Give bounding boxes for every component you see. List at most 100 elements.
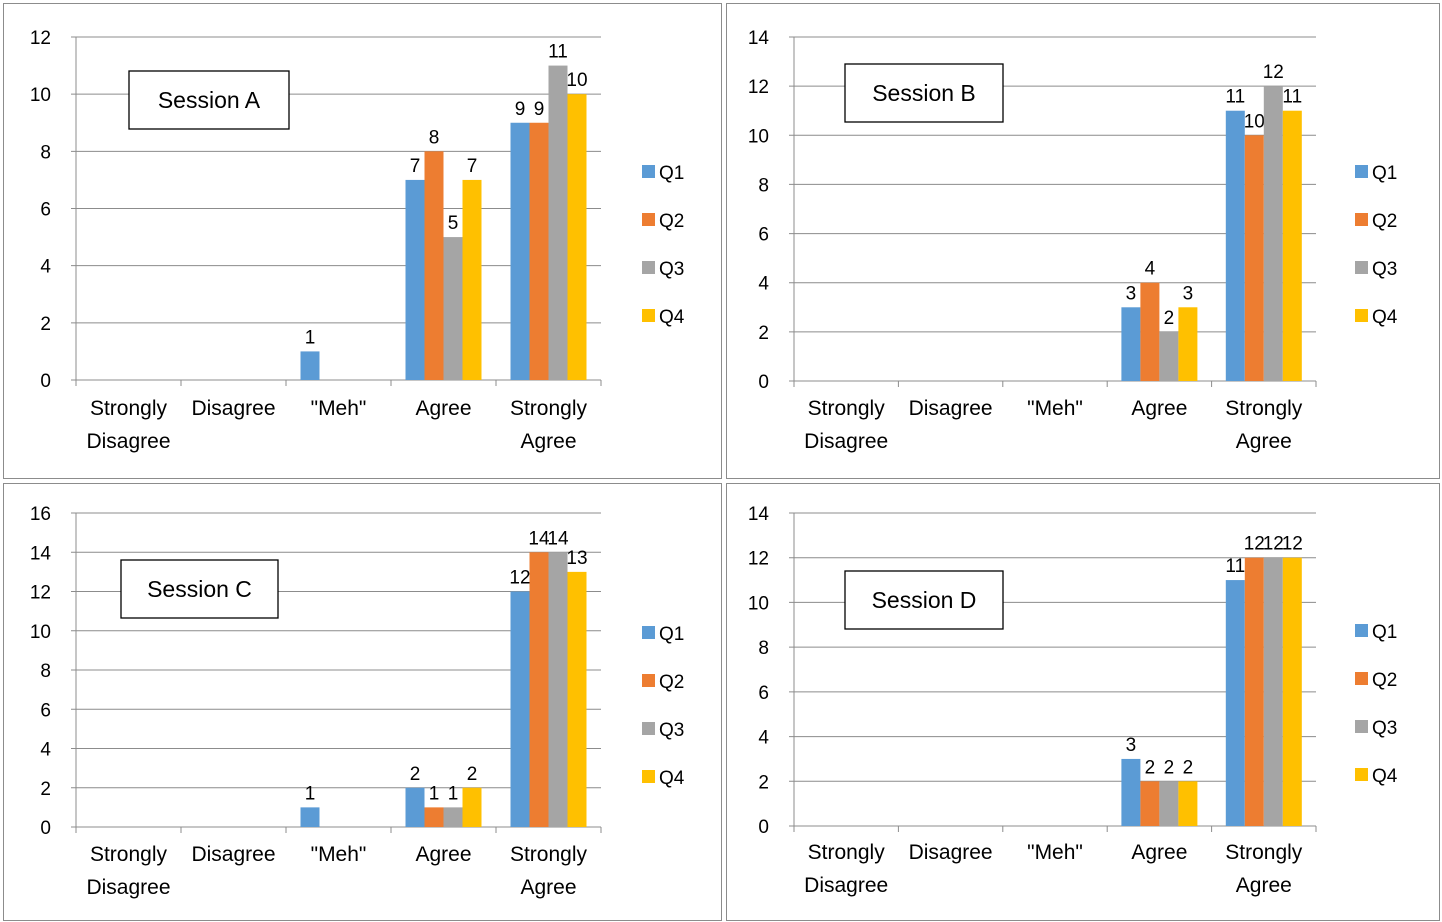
x-category-label: "Meh": [311, 397, 367, 420]
title-box: [844, 570, 1004, 630]
chart-svg-session-c: 02468101214161212114114213StronglyDisagr…: [30, 504, 685, 899]
data-label-q3-3: 2: [1164, 308, 1175, 329]
bar-q1-3: [1121, 758, 1141, 826]
x-category-label: Disagree: [191, 397, 275, 420]
chart-title: Session A: [158, 87, 261, 113]
chart-session-b: 0 2 4 6 8 10 12 14 3 11 4 10 2 12 3 11 Strongly Disagree D…: [748, 28, 1398, 453]
bar-q3-4: [1263, 557, 1283, 826]
data-label-q2-4: 12: [1244, 534, 1265, 555]
legend-label-q4: Q4: [1372, 766, 1398, 787]
legend-label-q4: Q4: [659, 307, 685, 328]
legend-swatch-q2: [642, 674, 655, 687]
data-label-q2-3: 4: [1145, 259, 1156, 280]
data-label-q1-4: 9: [515, 99, 526, 120]
data-label-q3-4: 12: [1263, 534, 1284, 555]
chart-svg-session-d: 0 2 4 6 8 10 12 14 3 11 2 12 2 12 2 12 Strongly Disagree D…: [748, 504, 1398, 897]
legend-swatch-q2: [1355, 213, 1368, 226]
title-box: [844, 63, 1004, 123]
data-label-q1-3: 2: [410, 764, 421, 785]
data-label-q1-3: 3: [1126, 283, 1137, 304]
bar-q1-4: [1225, 110, 1245, 381]
y-tick-label: 0: [40, 371, 51, 392]
chart-session-c: 02468101214161212114114213StronglyDisagr…: [30, 504, 685, 899]
bar-q1-3: [405, 179, 425, 380]
bar-q2-4: [1244, 135, 1264, 381]
x-category-label: Agree: [1131, 841, 1187, 864]
legend-label-q2: Q2: [659, 672, 684, 693]
bar-q4-3: [1178, 307, 1198, 381]
chart-panel-session-a: 0 2 4 6 8 10 12 1 7 9 8 9 5 11 7 10 Strongly Disagree Disa…: [3, 3, 722, 479]
y-tick-label: 4: [40, 740, 51, 761]
x-category-label: Strongly: [90, 397, 168, 420]
x-category-label: Disagree: [804, 430, 888, 453]
x-category-label: Strongly: [510, 843, 588, 866]
legend-swatch-q1: [1355, 624, 1368, 637]
legend-swatch-q1: [1355, 165, 1368, 178]
chart-panel-session-b: 0 2 4 6 8 10 12 14 3 11 4 10 2 12 3 11 Strongly Disagree D…: [726, 3, 1440, 479]
x-category-label: Agree: [520, 876, 576, 899]
data-label-q4-3: 7: [467, 156, 478, 177]
bar-q1-4: [510, 591, 530, 827]
x-category-label: Agree: [1131, 397, 1187, 420]
x-category-label: Agree: [415, 843, 471, 866]
y-tick-label: 8: [758, 638, 769, 659]
data-label-q3-3: 2: [1164, 757, 1175, 778]
data-label-q2-3: 2: [1145, 757, 1156, 778]
bar-q2-4: [1244, 557, 1264, 826]
bar-q3-3: [443, 237, 463, 380]
legend-label-q3: Q3: [1372, 718, 1397, 739]
data-label-q2-3: 1: [429, 783, 440, 804]
y-tick-label: 10: [748, 126, 769, 147]
y-tick-label: 10: [30, 85, 51, 106]
x-category-label: Disagree: [191, 843, 275, 866]
chart-svg-session-b: 0 2 4 6 8 10 12 14 3 11 4 10 2 12 3 11 Strongly Disagree D…: [748, 28, 1398, 453]
bar-q4-4: [1282, 557, 1302, 826]
bar-q4-3: [462, 787, 482, 827]
bar-q2-4: [529, 122, 549, 380]
bar-q4-4: [567, 94, 587, 381]
legend-label-q4: Q4: [1372, 307, 1398, 328]
bar-q1-4: [1225, 580, 1245, 826]
y-tick-label: 12: [748, 549, 769, 570]
data-label-q4-3: 3: [1183, 283, 1194, 304]
data-label-q1-4: 11: [1225, 556, 1245, 577]
y-tick-label: 0: [40, 818, 51, 839]
x-category-label: Disagree: [86, 876, 170, 899]
bar-q4-4: [567, 571, 587, 827]
bar-q4-3: [462, 179, 482, 380]
y-tick-label: 2: [758, 772, 769, 793]
y-tick-label: 0: [758, 372, 769, 393]
y-tick-label: 14: [30, 543, 52, 564]
legend-swatch-q3: [642, 722, 655, 735]
y-tick-label: 8: [758, 175, 769, 196]
y-tick-label: 6: [758, 683, 769, 704]
legend-label-q3: Q3: [1372, 259, 1397, 280]
legend-label-q1: Q1: [1372, 622, 1397, 643]
x-category-label: Strongly: [90, 843, 168, 866]
legend-swatch-q1: [642, 626, 655, 639]
data-label-q2-4: 14: [528, 528, 550, 549]
x-category-label: Agree: [415, 397, 471, 420]
data-label-q4-3: 2: [467, 764, 478, 785]
data-label-q3-4: 14: [547, 528, 569, 549]
bar-q2-3: [1140, 781, 1160, 826]
legend-label-q2: Q2: [1372, 670, 1397, 691]
data-label-q1-4: 11: [1225, 87, 1245, 108]
bar-q1-2: [300, 351, 320, 380]
legend-label-q3: Q3: [659, 259, 684, 280]
legend-label-q3: Q3: [659, 720, 684, 741]
data-label-q1-4: 12: [509, 568, 530, 589]
title-box: [128, 70, 290, 130]
data-label-q1-3: 3: [1126, 735, 1137, 756]
chart-session-d: 0 2 4 6 8 10 12 14 3 11 2 12 2 12 2 12 Strongly Disagree D…: [748, 504, 1398, 897]
y-tick-label: 8: [40, 661, 51, 682]
y-tick-label: 12: [30, 583, 51, 604]
legend-label-q4: Q4: [659, 768, 685, 789]
data-label-q2-3: 8: [429, 127, 440, 148]
y-tick-label: 2: [40, 779, 51, 800]
chart-panel-session-d: 0 2 4 6 8 10 12 14 3 11 2 12 2 12 2 12 Strongly Disagree D…: [726, 483, 1440, 921]
bar-q2-4: [529, 552, 549, 827]
chart-title: Session D: [872, 587, 977, 613]
x-category-label: Strongly: [1225, 841, 1303, 864]
bar-q2-3: [424, 807, 444, 827]
